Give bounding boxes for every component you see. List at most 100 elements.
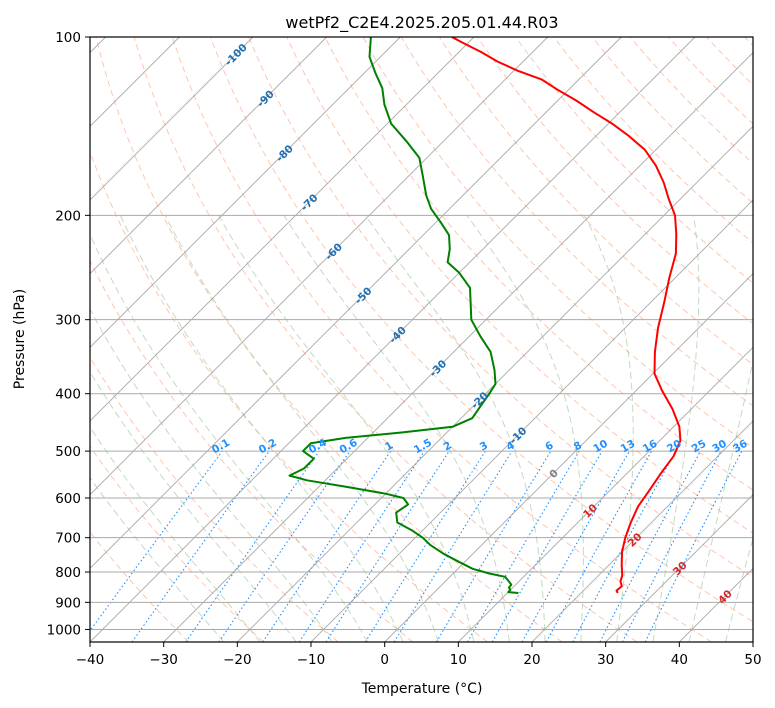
mixing-ratio-label: 25 [690, 438, 709, 456]
mixing-ratio-label: 0.2 [257, 437, 279, 457]
dry-adiabat-line [90, 150, 488, 642]
x-tick-label: −40 [76, 652, 105, 668]
mixing-ratio-line [131, 450, 270, 642]
dry-adiabat-line [515, 37, 753, 284]
isotherm-label: -80 [274, 143, 296, 165]
x-tick-label: 0 [380, 652, 389, 668]
y-tick-label: 100 [55, 30, 81, 46]
mixing-ratio-line [218, 450, 351, 642]
moist-adiabat-line [688, 358, 753, 642]
moist-adiabat-line [164, 215, 439, 642]
chart-title: wetPf2_C2E4.2025.205.01.44.R03 [285, 13, 558, 33]
moist-adiabat-line [90, 426, 261, 642]
isotherm-label: -50 [353, 285, 375, 307]
isotherm-line [163, 52, 753, 642]
mixing-ratio-label: 10 [591, 438, 610, 456]
mixing-ratio-line [599, 450, 701, 642]
dry-adiabat-line [400, 37, 753, 407]
isotherm-label: -90 [255, 88, 277, 110]
y-tick-label: 900 [55, 595, 81, 611]
isotherm-line [90, 37, 254, 201]
mixing-ratio-label: 0.4 [307, 437, 329, 457]
dry-adiabat-line [591, 37, 753, 204]
isotherm-line [679, 567, 753, 642]
x-tick-label: −30 [149, 652, 178, 668]
x-tick-label: 50 [744, 652, 761, 668]
isotherm-label: -30 [427, 358, 449, 380]
moist-adiabat-line [583, 215, 634, 642]
moist-adiabat-line [120, 215, 404, 642]
mixing-ratio-line [325, 450, 450, 642]
isotherm-line [90, 37, 622, 569]
isotherm-line [605, 494, 753, 642]
isotherm-label: -60 [323, 241, 345, 263]
x-tick-label: −20 [223, 652, 252, 668]
isotherm-line [90, 37, 475, 422]
isotherm-label: -40 [387, 324, 409, 346]
dry-adiabat-line [706, 37, 753, 86]
mixing-ratio-line [185, 450, 320, 642]
mixing-ratio-line [393, 450, 513, 642]
x-tick-label: 40 [671, 652, 688, 668]
isotherm-line [90, 37, 327, 275]
dry-adiabat-line [90, 531, 190, 642]
dewpoint-profile-line [288, 37, 519, 594]
isotherm-label: -20 [469, 390, 491, 412]
mixing-ratio-line [491, 450, 603, 642]
isotherm-line [752, 641, 753, 642]
y-tick-label: 600 [55, 491, 81, 507]
dry-adiabat-line [668, 37, 753, 125]
isotherm-label: 30 [671, 559, 690, 578]
mixing-ratio-label: 1.5 [412, 437, 434, 457]
dry-adiabat-line [171, 37, 712, 642]
dry-adiabat-line [324, 37, 753, 491]
isotherm-line [237, 125, 753, 642]
mixing-ratio-line [435, 450, 552, 642]
dry-adiabat-line [90, 356, 339, 642]
isotherm-line [90, 37, 401, 348]
y-axis-label: Pressure (hPa) [12, 289, 28, 389]
dry-adiabat-line [248, 37, 753, 578]
isotherm-label: 20 [626, 531, 645, 550]
x-tick-label: −10 [297, 652, 326, 668]
isotherm-label: -70 [299, 192, 321, 214]
moist-adiabat-line [283, 215, 510, 642]
mixing-ratio-line [467, 450, 580, 642]
dry-adiabat-line [95, 37, 563, 642]
moist-adiabat-line [652, 215, 700, 642]
isotherm-line [310, 199, 753, 642]
plot-frame [89, 36, 754, 643]
isotherm-label: 0 [547, 467, 561, 481]
isotherm-label: 10 [581, 502, 600, 521]
mixing-ratio-label: 0.1 [210, 437, 232, 457]
moist-adiabat-line [90, 232, 369, 642]
mixing-ratio-label: 13 [619, 438, 638, 456]
dry-adiabat-line [90, 445, 264, 642]
isotherm-line [384, 273, 753, 642]
x-tick-label: 30 [597, 652, 614, 668]
y-tick-label: 800 [55, 565, 81, 581]
isotherm-line [90, 37, 696, 642]
mixing-ratio-line [90, 450, 223, 632]
y-tick-label: 300 [55, 313, 81, 329]
dry-adiabat-line [477, 37, 753, 325]
isotherm-line [531, 420, 753, 642]
isotherm-line [458, 346, 753, 642]
x-axis-label: Temperature (°C) [361, 681, 483, 697]
x-tick-label: 20 [523, 652, 540, 668]
isotherm-label: -100 [223, 42, 250, 69]
mixing-ratio-line [262, 450, 392, 642]
mixing-ratio-label: 16 [641, 438, 660, 456]
moist-adiabat-line [90, 308, 333, 642]
mixing-ratio-line [521, 450, 630, 642]
moist-adiabat-line [725, 536, 753, 642]
dry-adiabat-line [210, 37, 753, 623]
dry-adiabat-line [629, 37, 753, 165]
y-tick-label: 400 [55, 387, 81, 403]
moist-adiabat-line [90, 370, 297, 642]
isotherm-line [90, 37, 548, 496]
mixing-ratio-line [572, 450, 677, 642]
y-tick-label: 700 [55, 531, 81, 547]
isotherm-label: 40 [716, 588, 735, 607]
